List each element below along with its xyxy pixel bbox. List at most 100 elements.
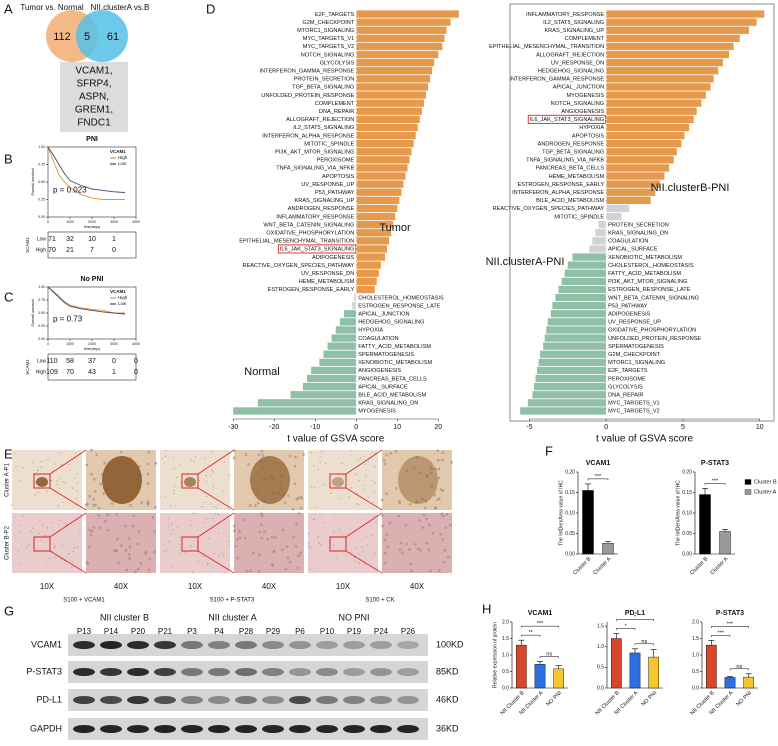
risk-count: 0 bbox=[134, 369, 138, 376]
x-tick-label: -10 bbox=[310, 424, 320, 431]
stain bbox=[36, 477, 48, 487]
bar bbox=[564, 269, 607, 277]
cell bbox=[244, 453, 248, 457]
risk-count: 10 bbox=[88, 236, 96, 243]
cell bbox=[45, 564, 48, 566]
cell bbox=[438, 569, 441, 572]
y-tick-label: 1.0 bbox=[502, 652, 509, 658]
pathway-label: MTORC1_SIGNALING bbox=[608, 360, 665, 366]
cell bbox=[55, 480, 58, 482]
band bbox=[100, 668, 122, 676]
cell bbox=[146, 500, 150, 504]
pathway-label: UNFOLDED_PROTEIN_RESPONSE bbox=[261, 93, 354, 99]
cell bbox=[308, 545, 310, 548]
cell bbox=[65, 523, 68, 525]
bar bbox=[527, 399, 607, 407]
cell bbox=[128, 545, 132, 549]
significance-bracket bbox=[634, 643, 654, 646]
band bbox=[181, 696, 203, 704]
panel-letter: C bbox=[4, 289, 13, 304]
cell bbox=[163, 543, 165, 545]
cell bbox=[47, 459, 49, 461]
cell bbox=[450, 460, 453, 464]
cell bbox=[297, 554, 301, 558]
cell bbox=[221, 552, 223, 554]
size-label: 46KD bbox=[436, 694, 459, 704]
cell bbox=[134, 570, 137, 574]
cell bbox=[338, 528, 340, 531]
lane-label: P20 bbox=[131, 627, 146, 636]
cell bbox=[309, 546, 311, 549]
cell bbox=[164, 495, 166, 498]
risk-count: 71 bbox=[48, 236, 56, 243]
cell bbox=[288, 560, 292, 564]
panel-letter: D bbox=[206, 1, 215, 16]
cell bbox=[358, 503, 360, 506]
pathway-label: ANDROGEN_RESPONSE bbox=[288, 206, 355, 212]
pathway-label: GLYCOLYSIS bbox=[320, 60, 355, 66]
cell bbox=[74, 452, 77, 454]
pathway-label: HYPOXIA bbox=[579, 125, 604, 131]
bar bbox=[606, 164, 670, 172]
cell bbox=[232, 448, 236, 452]
zoom-lines bbox=[345, 512, 383, 574]
pathway-label: OXIDATIVE_PHOSPHORYLATION bbox=[266, 231, 354, 237]
x-tick-label: 4000 bbox=[132, 342, 140, 346]
gene-name: SFRP4, bbox=[76, 79, 111, 90]
cell bbox=[348, 495, 350, 498]
error-bar bbox=[585, 483, 591, 491]
bar bbox=[356, 34, 445, 42]
cell bbox=[147, 568, 151, 572]
bar bbox=[356, 261, 381, 269]
cell bbox=[318, 542, 320, 544]
significance-label: *** bbox=[717, 630, 724, 636]
cell bbox=[212, 471, 214, 473]
zoom-lines bbox=[49, 512, 87, 574]
bar bbox=[606, 42, 734, 51]
pathway-label: ADIPOGENESIS bbox=[312, 255, 355, 261]
bar bbox=[606, 140, 682, 148]
cell bbox=[161, 457, 164, 459]
x-tick-label: -5 bbox=[526, 424, 532, 431]
bar bbox=[335, 326, 357, 334]
cell bbox=[373, 501, 375, 503]
cell bbox=[441, 458, 444, 462]
cell bbox=[205, 518, 207, 520]
pathway-label: APOPTOSIS bbox=[572, 133, 604, 139]
pathway-label: HEDGEHOG_SIGNALING bbox=[538, 69, 604, 75]
cell bbox=[106, 513, 109, 517]
cell bbox=[254, 503, 257, 507]
legend-title: VCAM1 bbox=[110, 149, 126, 154]
lane-label: P14 bbox=[104, 627, 119, 636]
legend-label: Cluster B bbox=[754, 479, 777, 485]
bar bbox=[356, 180, 404, 188]
pathway-label: KRAS_SIGNALING_UP bbox=[544, 28, 604, 34]
pathway-label: WNT_BETA_CATENIN_SIGNALING bbox=[608, 295, 699, 301]
cell bbox=[131, 524, 135, 528]
x-tick-label: 3000 bbox=[110, 342, 118, 346]
y-tick-label: 1.0 bbox=[597, 644, 604, 650]
cell bbox=[154, 461, 158, 465]
pathway-label: INTERFERON_GAMMA_RESPONSE bbox=[259, 69, 354, 75]
bar bbox=[356, 277, 377, 285]
cell bbox=[415, 500, 419, 504]
lane-label: P10 bbox=[320, 627, 335, 636]
bar bbox=[553, 668, 564, 689]
y-tick-label: 0.5 bbox=[502, 669, 509, 675]
pathway-label: PI3K_AKT_MTOR_SIGNALING bbox=[275, 150, 354, 156]
cell bbox=[74, 476, 77, 479]
cell bbox=[163, 550, 166, 552]
zoom-lines bbox=[49, 449, 87, 511]
band bbox=[73, 641, 95, 649]
cell bbox=[412, 466, 416, 470]
bar bbox=[537, 366, 607, 375]
cell bbox=[295, 522, 299, 526]
cell bbox=[299, 495, 303, 499]
cell bbox=[317, 536, 320, 539]
bar bbox=[606, 204, 630, 213]
x-tick-label: 0 bbox=[47, 220, 49, 224]
cell bbox=[371, 479, 374, 481]
pathway-label: SPERMATOGENESIS bbox=[358, 352, 414, 358]
cell bbox=[176, 527, 178, 529]
y-tick-label: 0.5 bbox=[692, 669, 699, 675]
